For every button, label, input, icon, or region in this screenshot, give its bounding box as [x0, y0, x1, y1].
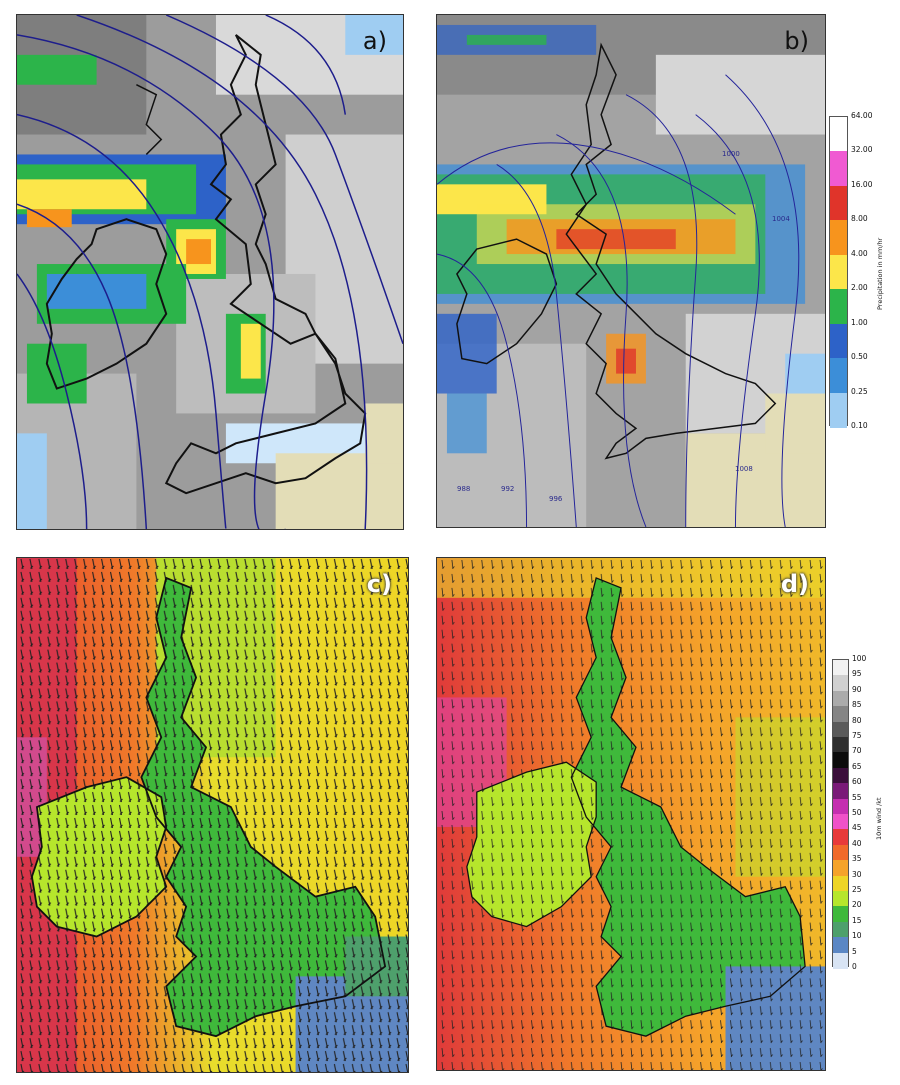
colorbar-segment [833, 891, 848, 907]
colorbar-segment [833, 921, 848, 938]
colorbar-tick-label: 0.50 [851, 352, 868, 362]
colorbar-segment [830, 358, 847, 394]
colorbar-segment [833, 844, 848, 861]
precipitation-colorbar [829, 116, 848, 428]
colorbar-segment [833, 937, 848, 954]
colorbar-tick-label: 40 [852, 838, 862, 848]
colorbar-tick-label: 45 [852, 823, 862, 833]
colorbar-tick-label: 75 [852, 731, 862, 740]
colorbar-tick-label: 1.00 [851, 317, 868, 327]
precipitation-map-a [17, 15, 403, 529]
colorbar-tick-label: 4.00 [851, 248, 868, 258]
colorbar-segment [833, 660, 848, 676]
colorbar-tick-label: 0 [852, 962, 857, 971]
isobar-label: 1000 [722, 150, 740, 158]
colorbar-segment [830, 323, 847, 359]
colorbar-tick-label: 50 [852, 808, 862, 817]
colorbar-tick-label: 70 [852, 746, 862, 756]
panel-label-d: d) [780, 570, 809, 598]
panel-b-precipitation-map: b) 1000 1004 1008 996 992 988 [436, 14, 826, 528]
colorbar-segment [833, 875, 848, 892]
isobar-label: 988 [457, 485, 471, 493]
colorbar-tick-label: 8.00 [851, 214, 868, 224]
colorbar-segment [833, 906, 848, 923]
panel-c-wind-map: c) [16, 557, 409, 1073]
colorbar-segment [833, 783, 848, 800]
colorbar-segment [833, 814, 848, 830]
isobar-label: 996 [549, 495, 563, 503]
wind-colorbar [832, 659, 849, 969]
panel-d-wind-map: d) [436, 557, 826, 1071]
colorbar-tick-label: 85 [852, 700, 862, 710]
panel-label-a: a) [362, 27, 387, 55]
colorbar-segment [830, 185, 847, 221]
colorbar-segment [833, 829, 848, 846]
colorbar-tick-label: 2.00 [851, 283, 868, 293]
panel-a-precipitation-map: a) [16, 14, 404, 530]
colorbar-tick-label: 25 [852, 885, 862, 894]
colorbar-segment [833, 860, 848, 877]
colorbar-segment [830, 392, 847, 428]
wind-colorbar-title: 10m wind /kt [875, 797, 883, 840]
colorbar-tick-label: 80 [852, 715, 862, 725]
colorbar-tick-label: 55 [852, 792, 862, 802]
panel-label-b: b) [784, 27, 809, 55]
colorbar-tick-label: 95 [852, 669, 862, 679]
colorbar-tick-label: 0.10 [851, 421, 868, 430]
isobar-label: 1004 [772, 215, 790, 223]
colorbar-segment [833, 706, 848, 723]
colorbar-segment [833, 767, 848, 784]
colorbar-tick-label: 10 [852, 931, 862, 941]
colorbar-segment [830, 151, 847, 187]
wind-map-d [437, 558, 825, 1070]
colorbar-segment [830, 254, 847, 290]
isobar-label: 992 [501, 485, 515, 493]
colorbar-segment [830, 220, 847, 256]
colorbar-tick-label: 16.00 [851, 179, 873, 189]
colorbar-segment [833, 721, 848, 738]
colorbar-segment [830, 289, 847, 325]
colorbar-tick-label: 20 [852, 900, 862, 910]
colorbar-tick-label: 30 [852, 869, 862, 879]
colorbar-tick-label: 0.25 [851, 386, 868, 396]
colorbar-segment [833, 952, 848, 969]
colorbar-tick-label: 100 [852, 654, 867, 663]
colorbar-tick-label: 64.00 [851, 111, 873, 120]
colorbar-segment [833, 690, 848, 707]
wind-map-c [17, 558, 408, 1072]
colorbar-segment [830, 117, 847, 152]
colorbar-tick-label: 90 [852, 684, 862, 694]
panel-label-c: c) [366, 570, 392, 598]
colorbar-tick-label: 35 [852, 854, 862, 864]
colorbar-tick-label: 65 [852, 761, 862, 771]
colorbar-segment [833, 752, 848, 769]
colorbar-segment [833, 798, 848, 815]
colorbar-tick-label: 32.00 [851, 145, 873, 155]
precipitation-map-b [437, 15, 825, 527]
colorbar-tick-label: 15 [852, 915, 862, 925]
isobar-label: 1008 [735, 465, 753, 473]
colorbar-segment [833, 737, 848, 753]
precipitation-colorbar-title: Precipitation in mm/hr [876, 237, 884, 310]
colorbar-tick-label: 5 [852, 946, 857, 956]
colorbar-segment [833, 675, 848, 692]
colorbar-tick-label: 60 [852, 777, 862, 787]
